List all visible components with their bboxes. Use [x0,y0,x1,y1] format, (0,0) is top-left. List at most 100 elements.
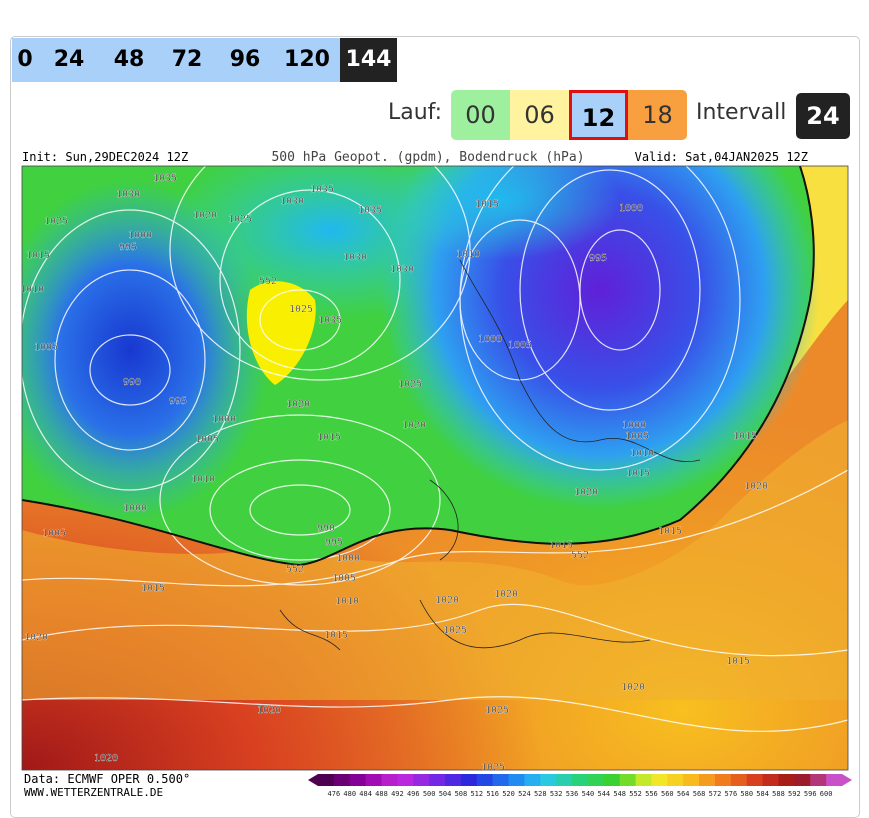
run-button[interactable]: 12 [569,90,628,140]
contour-label: 995 [119,242,137,253]
contour-label: 552 [571,550,589,561]
contour-label: 552 [286,564,304,575]
footer-site: WWW.WETTERZENTRALE.DE [24,786,163,799]
hour-button[interactable]: 48 [113,47,145,72]
colorbar-label: 532 [550,790,563,798]
contour-label: 1005 [332,573,356,584]
footer-source: Data: ECMWF OPER 0.500° [24,772,190,786]
contour-label: 990 [123,377,141,388]
map-title: 500 hPa Geopot. (gpdm), Bodendruck (hPa) [271,150,584,165]
colorbar-label: 588 [772,790,785,798]
contour-label: 1005 [42,528,66,539]
contour-label: 1000 [478,334,502,345]
contour-label: 1020 [24,632,48,643]
colorbar-swatch [635,774,652,786]
hour-button[interactable]: 144 [340,38,397,82]
contour-label: 1020 [435,595,459,606]
contour-label: 995 [169,396,187,407]
contour-label: 1015 [549,540,573,551]
colorbar-label: 592 [788,790,801,798]
contour-label: 1015 [26,250,50,261]
contour-label: 1020 [193,210,217,221]
colorbar-label: 524 [518,790,531,798]
colorbar-arrow [842,774,852,786]
colorbar-swatch [413,774,430,786]
run-button[interactable]: 00 [451,90,510,140]
contour-label: 1025 [443,625,467,636]
colorbar-label: 528 [534,790,547,798]
contour-label: 1010 [335,596,359,607]
contour-label: 1015 [726,656,750,667]
colorbar-swatch [699,774,716,786]
contour-label: 1020 [94,753,118,764]
contour-label: 1025 [485,705,509,716]
run-selector: 00 06 12 18 [451,90,687,140]
hour-button[interactable]: 72 [171,47,203,72]
contour-label: 1020 [574,487,598,498]
run-button[interactable]: 18 [628,90,687,140]
contour-label: 1025 [228,214,252,225]
contour-label: 995 [325,537,343,548]
contour-label: 1020 [286,399,310,410]
contour-label: 1020 [494,589,518,600]
colorbar-label: 508 [455,790,468,798]
contour-label: 1015 [658,526,682,537]
contour-label: 1025 [481,762,505,773]
colorbar-swatch [349,774,367,786]
contour-label: 1035 [358,205,382,216]
colorbar-swatch [794,774,811,786]
contour-label: 1005 [508,340,532,351]
contour-label: 1030 [390,264,414,275]
colorbar-swatch [556,774,573,786]
colorbar-label: 544 [597,790,610,798]
colorbar-label: 596 [804,790,817,798]
page: 0 24 48 72 96 120 144 Lauf: 00 06 12 18 Intervall… [10,36,860,818]
colorbar-label: 496 [407,790,420,798]
colorbar-swatch [429,774,446,786]
contour-label: 552 [259,276,277,287]
colorbar-swatch [714,774,732,786]
contour-label: 1015 [733,431,757,442]
colorbar-swatch [587,774,605,786]
colorbar-label: 600 [820,790,833,798]
contour-label: 1030 [343,252,367,263]
colorbar-label: 568 [693,790,706,798]
contour-label: 1005 [34,342,58,353]
colorbar-label: 492 [391,790,404,798]
contour-label: 1005 [195,434,219,445]
hour-button[interactable]: 24 [53,47,85,72]
hour-button[interactable]: 0 [17,47,33,72]
hour-button[interactable]: 120 [284,47,330,72]
contour-label: 1000 [212,414,236,425]
contour-label: 1000 [622,420,646,431]
colorbar-label: 560 [661,790,674,798]
contour-label: 990 [317,523,335,534]
colorbar-label: 520 [502,790,515,798]
contour-label: 995 [589,253,607,264]
contour-label: 1020 [621,682,645,693]
contour-label: 1000 [128,230,152,241]
colorbar-swatch [365,774,383,786]
contour-label: 1015 [324,630,348,641]
colorbar-label: 572 [709,790,722,798]
colorbar-swatch [492,774,510,786]
colorbar-label: 480 [343,790,356,798]
contour-label: 1035 [318,315,342,326]
contour-label: 1010 [630,448,654,459]
interval-value[interactable]: 24 [796,93,850,139]
contour-label: 1035 [310,184,334,195]
contour-label: 1005 [625,431,649,442]
colorbar-label: 552 [629,790,642,798]
contour-label: 1015 [317,432,341,443]
contour-label: 1015 [475,199,499,210]
colorbar-swatch [572,774,589,786]
contour-label: 1000 [336,553,360,564]
colorbar-swatch [762,774,779,786]
colorbar-label: 500 [423,790,436,798]
run-button[interactable]: 06 [510,90,569,140]
colorbar-label: 540 [582,790,595,798]
colorbar-label: 476 [328,790,341,798]
hour-button[interactable]: 96 [229,47,261,72]
colorbar-label: 512 [470,790,483,798]
